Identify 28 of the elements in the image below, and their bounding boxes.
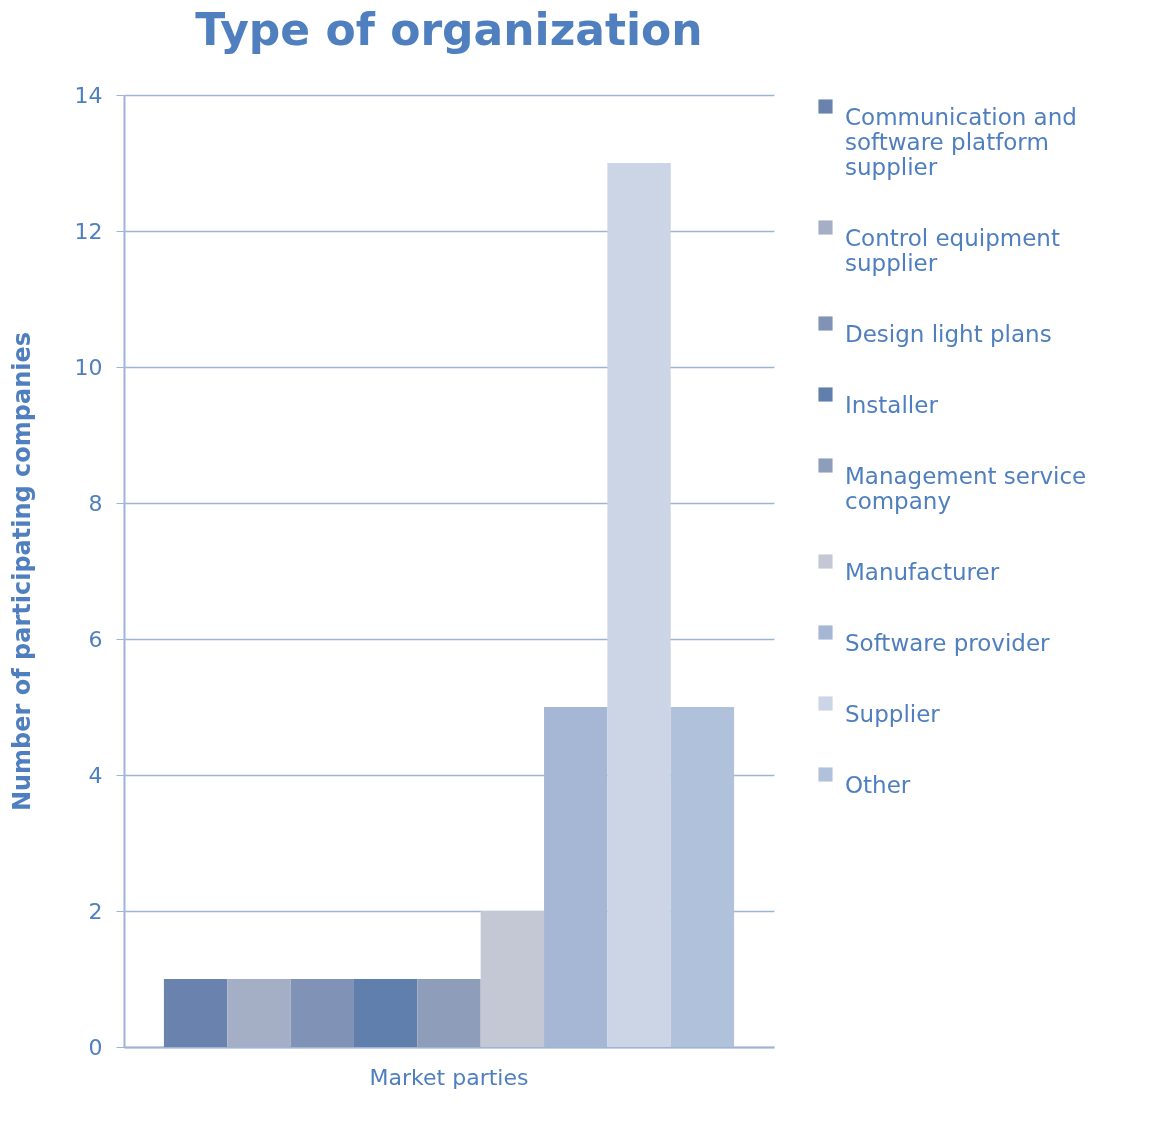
bar [353, 979, 418, 1047]
legend-label: Software provider [845, 629, 1051, 656]
y-axis-title: Number of participating companies [7, 331, 36, 812]
legend-label: Manufacturer [845, 558, 1000, 585]
y-tick-label: 4 [88, 762, 103, 788]
legend-label: Supplier [845, 700, 941, 727]
bar [163, 979, 228, 1047]
y-tick-label: 10 [74, 354, 103, 380]
bar [417, 979, 481, 1047]
y-tick-label: 8 [88, 490, 103, 516]
y-tick-label: 12 [74, 218, 103, 244]
bar [227, 979, 291, 1047]
legend-label: Design light plans [845, 320, 1052, 347]
legend-label: Installer [845, 391, 939, 418]
x-tick-label: Market parties [369, 1064, 529, 1090]
bar [290, 979, 354, 1047]
legend-label: Communication and software platform supplier [845, 103, 1077, 180]
y-tick-label: 14 [74, 82, 103, 108]
bar [480, 911, 545, 1047]
chart-title: Type of organization [195, 4, 703, 55]
legend-label: Other [845, 771, 911, 798]
y-tick-label: 6 [88, 626, 103, 652]
legend-label: Management service company [845, 462, 1087, 514]
legend-label: Control equipment supplier [845, 224, 1060, 276]
y-tick-label: 2 [88, 898, 103, 924]
bar [670, 707, 735, 1047]
bar [607, 163, 671, 1047]
y-tick-label: 0 [88, 1034, 103, 1060]
